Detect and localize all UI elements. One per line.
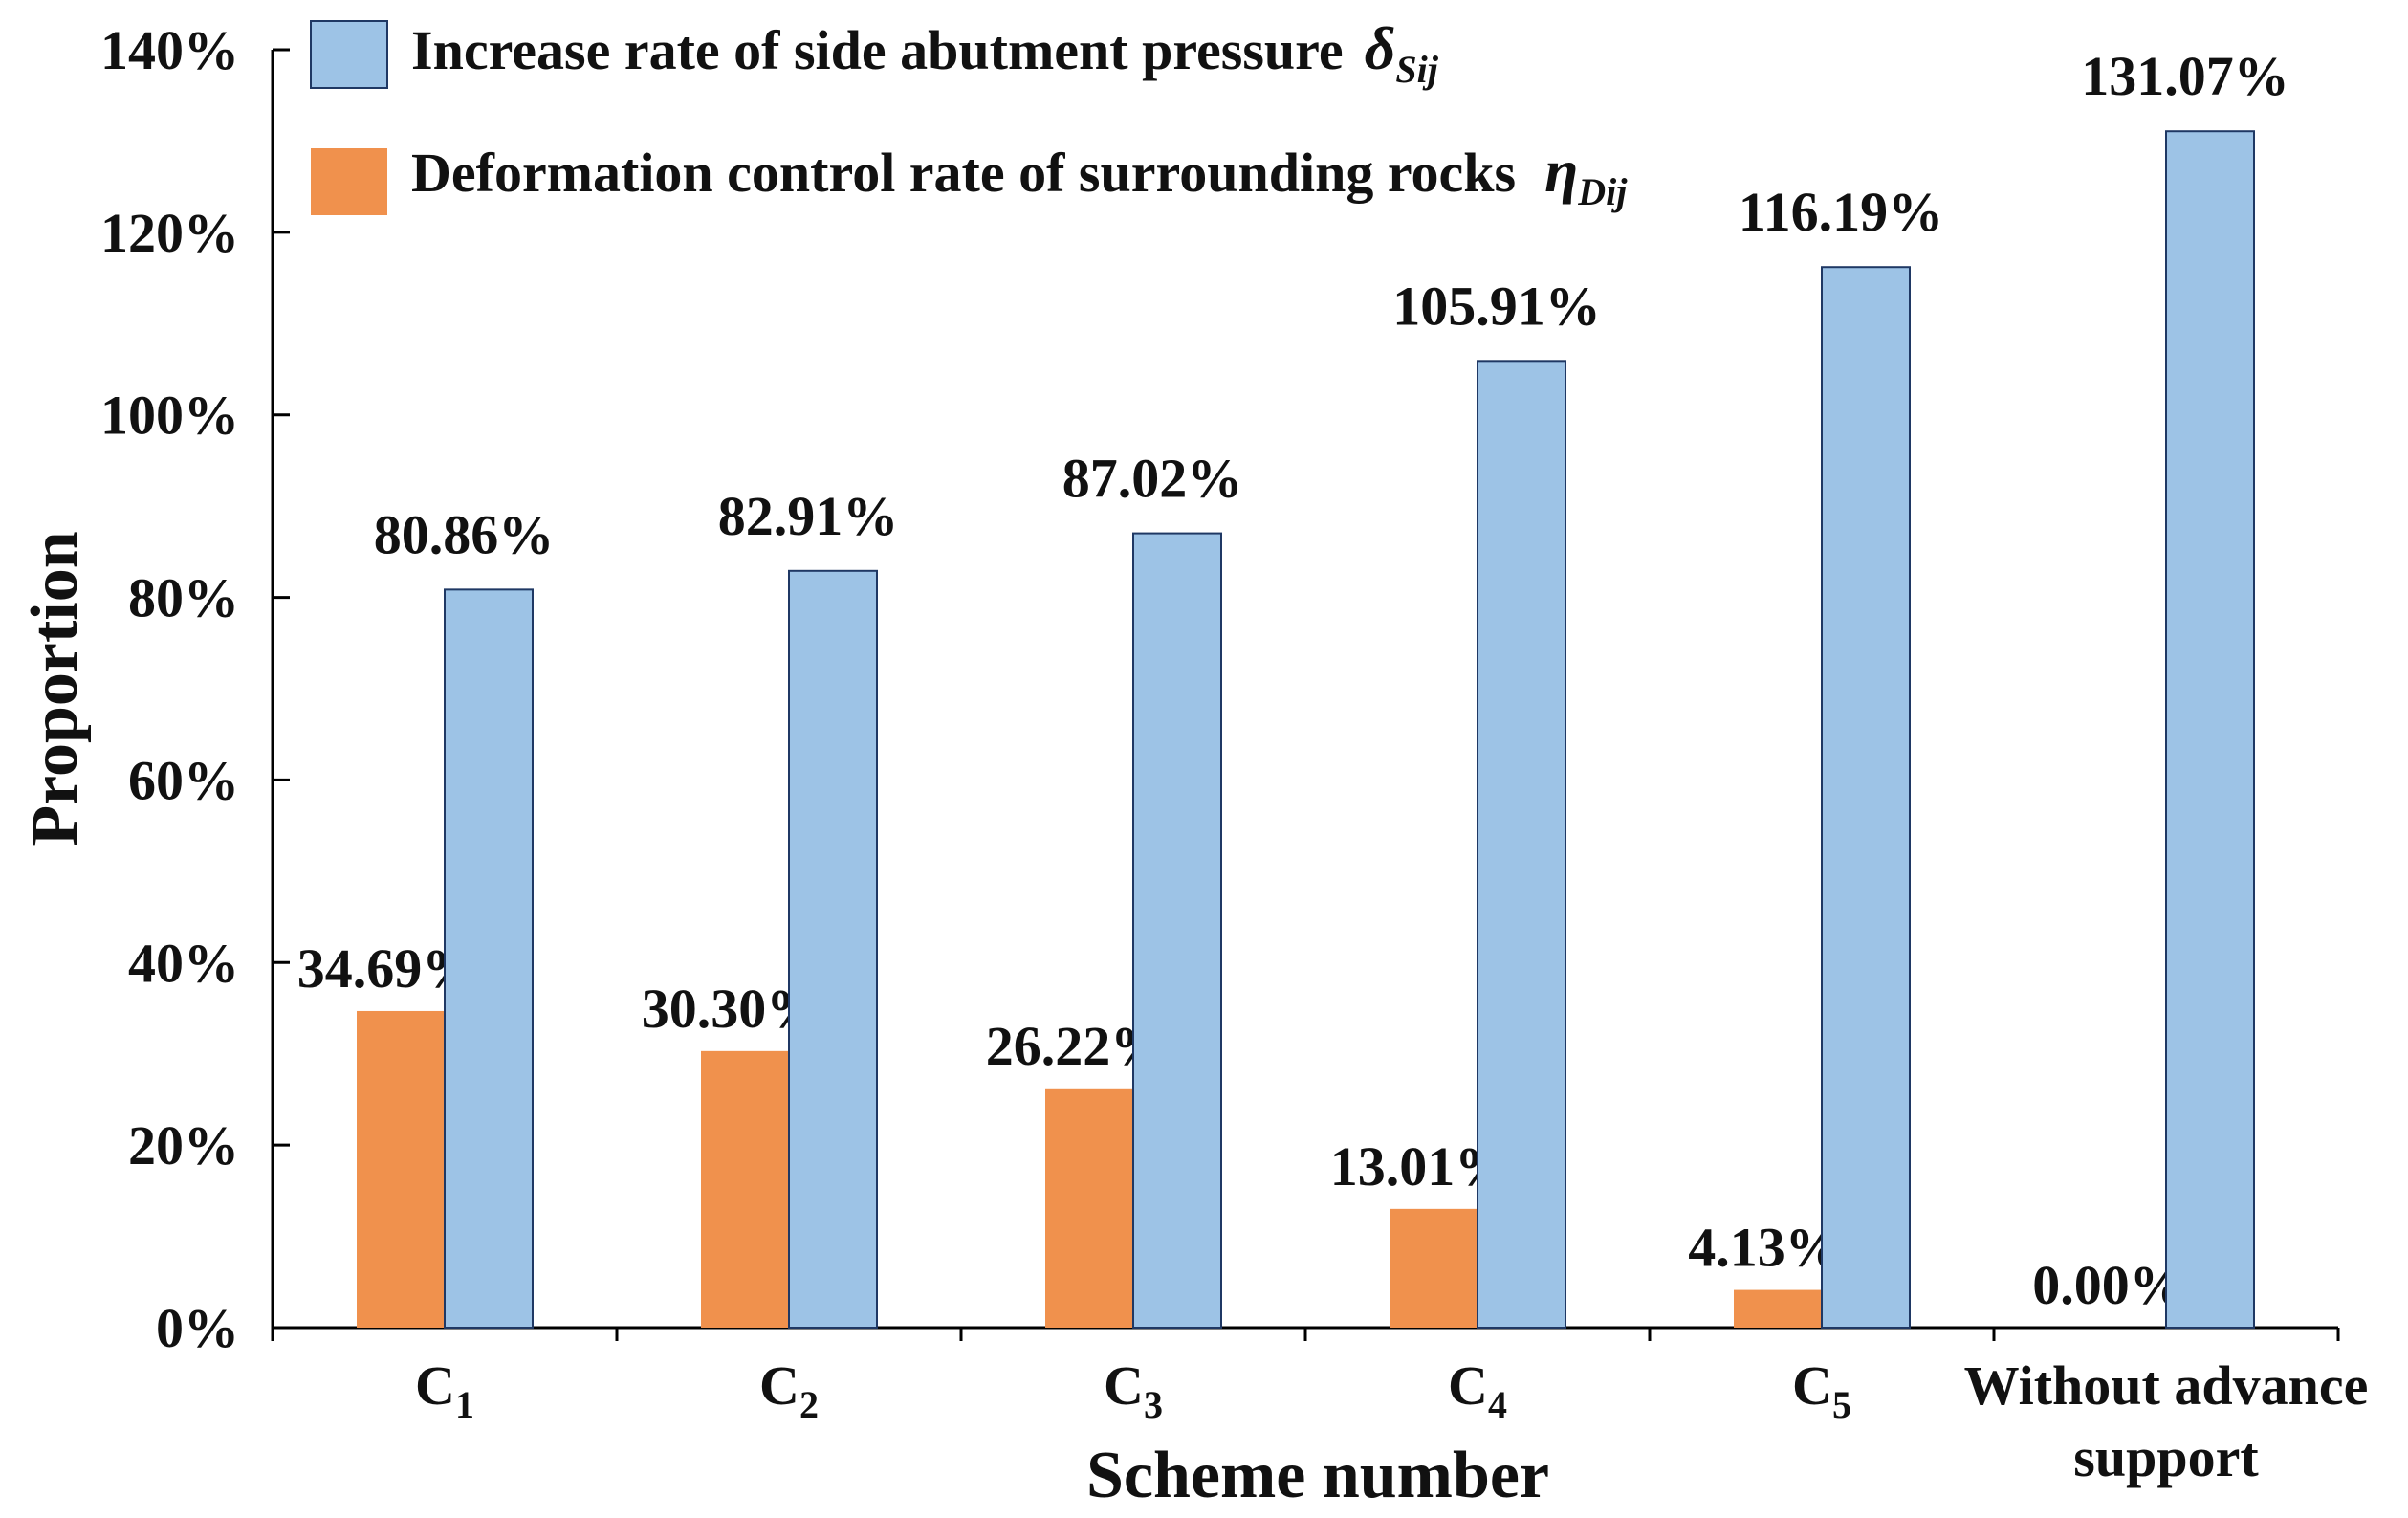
data-label-pressure: 131.07% [2081,45,2289,107]
data-label-pressure: 116.19% [1739,181,1943,243]
y-tick-label: 120% [100,202,239,264]
bar-deformation [1734,1289,1822,1328]
y-tick-label: 60% [128,749,239,811]
plot-area: 0% 20% 40% 60% 80% 100% 120% 140% C1 C2 C3 C4 C5 With… [100,19,2368,1488]
bar-pressure [2165,130,2255,1329]
data-label-pressure: 80.86% [374,503,555,565]
y-tick-label: 80% [128,567,239,629]
bar-pressure [1821,266,1911,1329]
bar-deformation [1045,1088,1133,1328]
y-tick-label: 0% [156,1297,239,1359]
legend-swatch-pressure [310,20,388,89]
bar-pressure [1477,360,1566,1330]
data-label-pressure: 105.91% [1392,275,1601,337]
bar-pressure [444,588,534,1329]
x-category-label: support [2073,1426,2259,1488]
y-tick-label: 100% [100,385,239,447]
y-tick-label: 40% [128,932,239,994]
data-label-pressure: 87.02% [1062,448,1243,510]
x-category-label: C5 [1792,1354,1851,1426]
y-tick-label: 140% [100,19,239,81]
y-axis-title: Proportion [18,531,92,846]
x-axis-title: Scheme number [1086,1439,1549,1512]
legend: Increase rate of side abutment pressure δ… [310,14,1628,215]
bar-deformation [701,1050,789,1328]
x-category-label: C1 [415,1354,474,1426]
data-label-deformation: 0.00% [2032,1254,2185,1316]
legend-swatch-deformation [311,148,387,215]
legend-label-deformation: Deformation control rate of surrounding … [411,137,1628,213]
data-label-pressure: 82.91% [718,485,899,547]
y-tick-label: 20% [128,1114,239,1177]
x-category-label: C4 [1448,1354,1507,1426]
x-category-label: Without advance [1964,1354,2369,1417]
data-label-deformation: 4.13% [1688,1217,1841,1279]
x-category-label: C2 [759,1354,819,1426]
bar-pressure [1132,532,1222,1329]
bar-deformation [1390,1208,1478,1328]
x-category-label: C3 [1104,1354,1163,1426]
bar-deformation [357,1010,445,1328]
legend-label-pressure: Increase rate of side abutment pressure δ… [411,14,1439,91]
bar-pressure [788,569,878,1329]
